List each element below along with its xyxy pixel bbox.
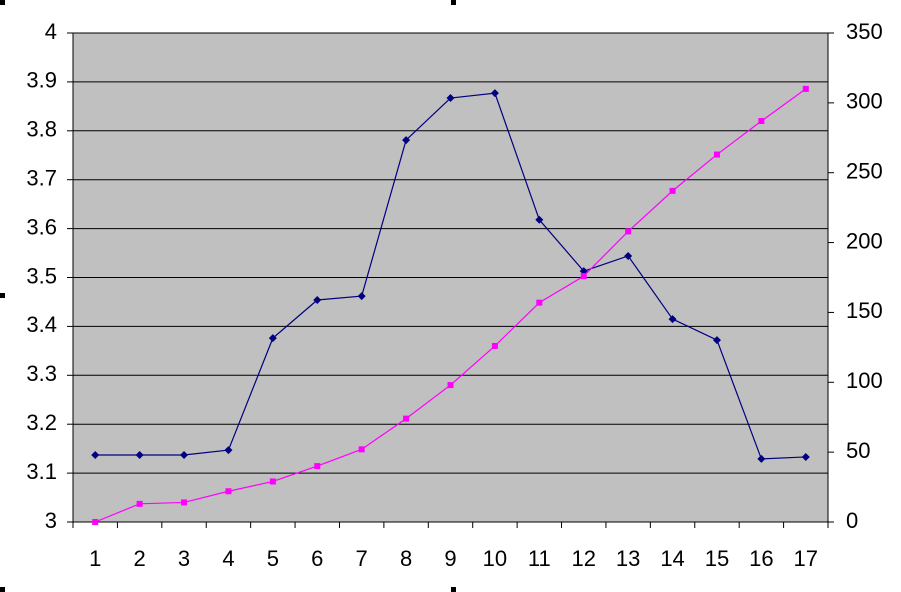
marker <box>313 295 322 304</box>
marker <box>269 478 276 485</box>
y-tick-label: 3.2 <box>26 410 57 435</box>
marker <box>357 292 366 301</box>
y-tick-label: 3.6 <box>26 214 57 239</box>
y2-tick-label: 50 <box>846 438 870 463</box>
x-tick-label: 14 <box>660 546 684 571</box>
marker <box>802 85 809 92</box>
x-tick-label: 8 <box>400 546 412 571</box>
x-tick-label: 1 <box>89 546 101 571</box>
x-tick-label: 7 <box>356 546 368 571</box>
y2-tick-label: 200 <box>846 228 883 253</box>
handle <box>451 0 456 5</box>
x-tick-label: 2 <box>133 546 145 571</box>
marker <box>491 342 498 349</box>
marker <box>801 452 810 461</box>
y2-tick-label: 0 <box>846 508 858 533</box>
x-tick-label: 13 <box>616 546 640 571</box>
marker <box>668 315 677 324</box>
marker <box>669 187 676 194</box>
y-tick-label: 3.5 <box>26 263 57 288</box>
marker <box>490 89 499 98</box>
marker <box>713 151 720 158</box>
marker <box>403 415 410 422</box>
y2-tick-label: 300 <box>846 89 883 114</box>
x-tick-label: 17 <box>794 546 818 571</box>
marker <box>224 446 233 455</box>
marker <box>535 215 544 224</box>
x-tick-label: 12 <box>571 546 595 571</box>
marker <box>358 446 365 453</box>
y2-tick-label: 100 <box>846 368 883 393</box>
y-tick-label: 3.3 <box>26 361 57 386</box>
x-tick-label: 15 <box>705 546 729 571</box>
marker <box>402 136 411 145</box>
marker <box>136 500 143 507</box>
x-tick-label: 16 <box>749 546 773 571</box>
handle <box>0 0 5 5</box>
marker <box>580 273 587 280</box>
x-tick-label: 11 <box>528 546 551 571</box>
marker <box>314 463 321 470</box>
x-tick-label: 9 <box>444 546 456 571</box>
marker <box>268 334 277 343</box>
y-tick-label: 3.4 <box>26 312 57 337</box>
marker <box>757 454 766 463</box>
y-tick-label: 3.1 <box>26 459 57 484</box>
marker <box>758 118 765 125</box>
x-tick-label: 3 <box>178 546 190 571</box>
marker <box>536 299 543 306</box>
marker <box>447 382 454 389</box>
marker <box>225 488 232 495</box>
x-tick-label: 10 <box>483 546 507 571</box>
handle <box>451 587 456 592</box>
marker <box>446 94 455 103</box>
handle <box>0 293 5 298</box>
y-tick-label: 3.7 <box>26 166 57 191</box>
y-tick-label: 3 <box>45 508 57 533</box>
y-tick-label: 3.9 <box>26 68 57 93</box>
marker <box>180 451 189 460</box>
marker <box>625 228 632 235</box>
x-tick-label: 6 <box>311 546 323 571</box>
marker <box>624 251 633 260</box>
marker <box>91 451 100 460</box>
y-tick-label: 3.8 <box>26 117 57 142</box>
handle <box>0 587 5 592</box>
y-tick-label: 4 <box>45 19 57 44</box>
marker <box>135 451 144 460</box>
y2-tick-label: 150 <box>846 298 883 323</box>
marker <box>181 499 188 506</box>
x-tick-label: 5 <box>267 546 279 571</box>
marker <box>92 519 99 525</box>
x-tick-label: 4 <box>222 546 234 571</box>
y2-tick-label: 250 <box>846 159 883 184</box>
marker <box>712 336 721 345</box>
y2-tick-label: 350 <box>846 19 883 44</box>
